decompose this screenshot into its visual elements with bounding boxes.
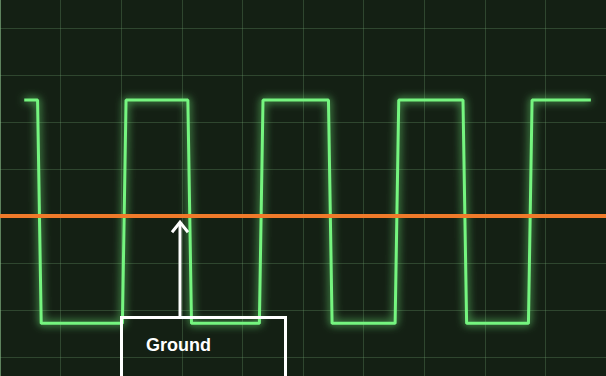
svg-text:Ground: Ground (146, 335, 211, 355)
